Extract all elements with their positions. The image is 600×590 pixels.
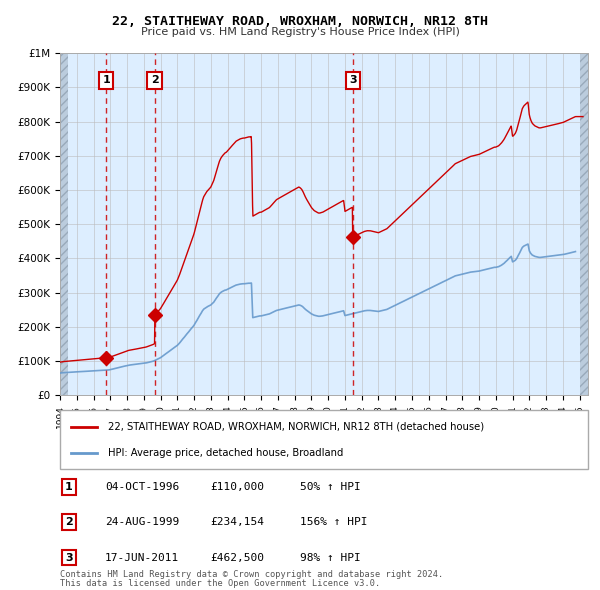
Text: 2: 2 [65, 517, 73, 527]
Text: This data is licensed under the Open Government Licence v3.0.: This data is licensed under the Open Gov… [60, 579, 380, 588]
Text: 1: 1 [102, 76, 110, 86]
Text: £462,500: £462,500 [210, 553, 264, 562]
FancyBboxPatch shape [60, 410, 588, 469]
Text: 22, STAITHEWAY ROAD, WROXHAM, NORWICH, NR12 8TH: 22, STAITHEWAY ROAD, WROXHAM, NORWICH, N… [112, 15, 488, 28]
Bar [580, 53, 588, 395]
Text: Price paid vs. HM Land Registry's House Price Index (HPI): Price paid vs. HM Land Registry's House … [140, 27, 460, 37]
Text: 17-JUN-2011: 17-JUN-2011 [105, 553, 179, 562]
Text: 3: 3 [65, 553, 73, 562]
Text: 24-AUG-1999: 24-AUG-1999 [105, 517, 179, 527]
Text: HPI: Average price, detached house, Broadland: HPI: Average price, detached house, Broa… [107, 448, 343, 457]
Text: £110,000: £110,000 [210, 482, 264, 491]
Bar [60, 53, 68, 395]
Text: 98% ↑ HPI: 98% ↑ HPI [300, 553, 361, 562]
Text: 22, STAITHEWAY ROAD, WROXHAM, NORWICH, NR12 8TH (detached house): 22, STAITHEWAY ROAD, WROXHAM, NORWICH, N… [107, 422, 484, 431]
Text: 2: 2 [151, 76, 158, 86]
Text: 3: 3 [349, 76, 356, 86]
Text: 156% ↑ HPI: 156% ↑ HPI [300, 517, 367, 527]
Text: 50% ↑ HPI: 50% ↑ HPI [300, 482, 361, 491]
Text: Contains HM Land Registry data © Crown copyright and database right 2024.: Contains HM Land Registry data © Crown c… [60, 570, 443, 579]
Text: 1: 1 [65, 482, 73, 491]
Text: 04-OCT-1996: 04-OCT-1996 [105, 482, 179, 491]
Text: £234,154: £234,154 [210, 517, 264, 527]
